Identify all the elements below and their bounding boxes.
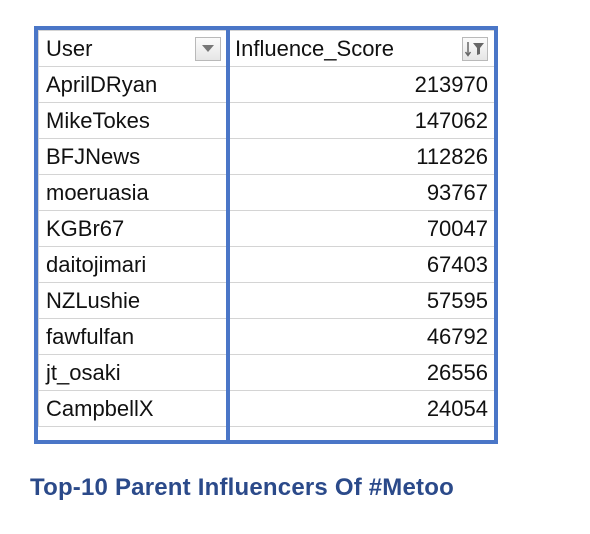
- user-cell[interactable]: daitojimari: [38, 246, 228, 283]
- user-column-header: User: [38, 30, 228, 67]
- score-cell[interactable]: 213970: [227, 66, 495, 103]
- user-cell[interactable]: moeruasia: [38, 174, 228, 211]
- score-cell[interactable]: 57595: [227, 282, 495, 319]
- score-cell[interactable]: 93767: [227, 174, 495, 211]
- table-row: MikeTokes 147062: [38, 102, 495, 139]
- table-row: jt_osaki 26556: [38, 354, 495, 391]
- score-cell[interactable]: 24054: [227, 390, 495, 427]
- table-row: moeruasia 93767: [38, 174, 495, 211]
- table-row: fawfulfan 46792: [38, 318, 495, 355]
- user-cell[interactable]: fawfulfan: [38, 318, 228, 355]
- header-row: User Influence_Score: [38, 30, 495, 67]
- sort-descending-filter-icon: [465, 41, 484, 57]
- dropdown-arrow-icon: [202, 45, 214, 52]
- user-filter-button[interactable]: [195, 36, 221, 61]
- influence-score-column-header: Influence_Score: [227, 30, 495, 67]
- figure-caption: Top-10 Parent Influencers Of #Metoo: [30, 474, 454, 501]
- user-cell[interactable]: NZLushie: [38, 282, 228, 319]
- influencer-table: User Influence_Score: [38, 30, 495, 427]
- user-cell[interactable]: MikeTokes: [38, 102, 228, 139]
- user-cell[interactable]: jt_osaki: [38, 354, 228, 391]
- score-filter-button[interactable]: [462, 36, 488, 61]
- user-header-label: User: [46, 35, 93, 61]
- score-header-label: Influence_Score: [235, 35, 394, 61]
- table-row: CampbellX 24054: [38, 390, 495, 427]
- table-row: daitojimari 67403: [38, 246, 495, 283]
- table-row: BFJNews 112826: [38, 138, 495, 175]
- table-row: AprilDRyan 213970: [38, 66, 495, 103]
- score-cell[interactable]: 112826: [227, 138, 495, 175]
- user-cell[interactable]: BFJNews: [38, 138, 228, 175]
- score-cell[interactable]: 70047: [227, 210, 495, 247]
- score-cell[interactable]: 67403: [227, 246, 495, 283]
- user-cell[interactable]: KGBr67: [38, 210, 228, 247]
- user-cell[interactable]: CampbellX: [38, 390, 228, 427]
- user-cell[interactable]: AprilDRyan: [38, 66, 228, 103]
- score-cell[interactable]: 46792: [227, 318, 495, 355]
- table-row: KGBr67 70047: [38, 210, 495, 247]
- score-cell[interactable]: 147062: [227, 102, 495, 139]
- table-row: NZLushie 57595: [38, 282, 495, 319]
- score-cell[interactable]: 26556: [227, 354, 495, 391]
